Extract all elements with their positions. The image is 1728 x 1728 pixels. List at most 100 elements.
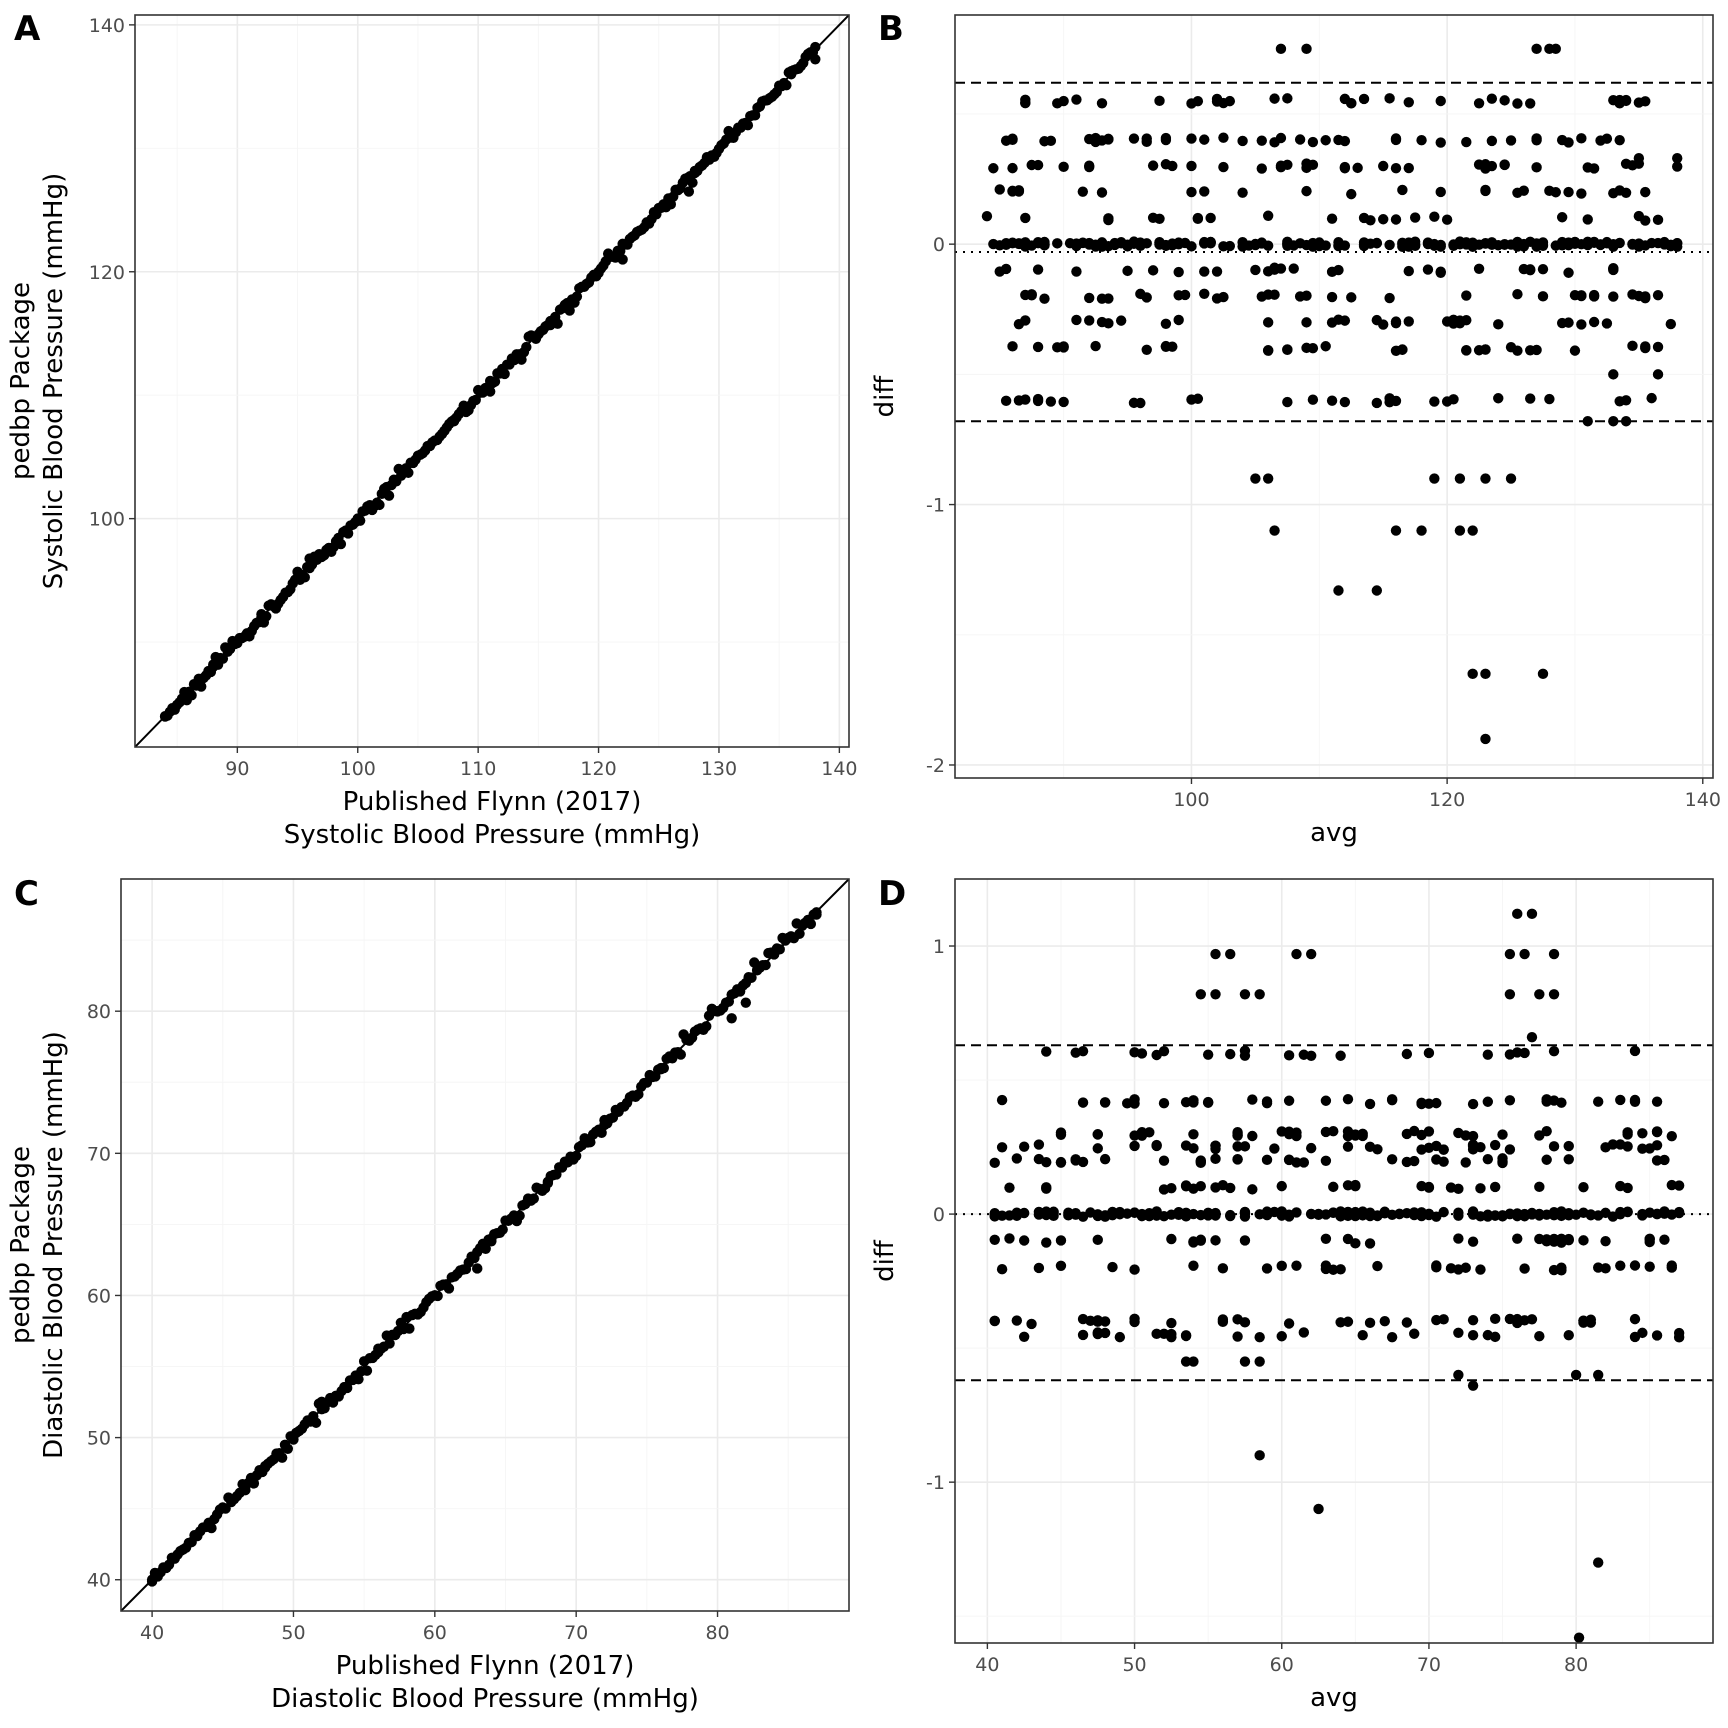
data-point [1301, 43, 1312, 55]
data-point [1099, 1097, 1111, 1108]
data-point [1569, 345, 1581, 356]
data-point [1239, 1235, 1251, 1246]
data-point [1096, 316, 1108, 328]
data-point [1261, 1097, 1273, 1109]
data-point [1505, 473, 1517, 484]
data-point [989, 1315, 1000, 1327]
data-point [1195, 1209, 1206, 1221]
data-point [1276, 1209, 1287, 1220]
y-tick-label: 60 [87, 1285, 111, 1307]
data-point [1499, 159, 1510, 170]
data-point [1320, 341, 1331, 352]
data-point [1364, 1317, 1376, 1329]
data-point [1283, 1095, 1295, 1106]
data-point [1339, 396, 1351, 408]
data-point [1460, 1262, 1471, 1273]
data-point [486, 1233, 497, 1244]
data-point [1431, 1260, 1442, 1271]
data-point [1652, 341, 1664, 353]
data-point [1346, 188, 1357, 200]
data-point [1004, 1233, 1015, 1244]
data-point [1582, 162, 1593, 173]
data-point [1328, 1181, 1339, 1193]
data-point [1640, 215, 1651, 226]
data-point [1453, 1233, 1464, 1244]
data-point [1445, 1182, 1457, 1193]
data-point [1482, 1211, 1494, 1222]
data-point [1033, 1262, 1045, 1274]
data-point [1615, 1180, 1626, 1192]
data-point [1147, 160, 1159, 171]
panel-tag: C [14, 874, 39, 914]
data-point [1301, 185, 1312, 197]
data-point [1210, 948, 1221, 960]
data-point [994, 184, 1005, 195]
data-point [1188, 1097, 1199, 1108]
data-point [1441, 316, 1453, 327]
data-point [1371, 585, 1383, 596]
data-point [1147, 265, 1159, 276]
y-axis-title: pedbp Package [6, 1146, 36, 1344]
data-point [1592, 1557, 1604, 1568]
data-point [1071, 240, 1082, 252]
data-point [1460, 1157, 1471, 1168]
data-point [1239, 1356, 1251, 1367]
data-point [1505, 135, 1517, 146]
data-point [1378, 214, 1389, 225]
y-tick-label: 0 [933, 234, 945, 256]
data-point [805, 918, 817, 930]
data-point [1563, 1329, 1574, 1341]
data-point [810, 54, 821, 65]
x-axis-title: Published Flynn (2017) [336, 1651, 635, 1681]
data-point [1018, 1207, 1030, 1219]
data-point [1556, 240, 1568, 251]
data-point [310, 1417, 322, 1428]
data-point [1665, 318, 1677, 330]
data-point [1033, 1139, 1045, 1150]
data-point [1473, 98, 1485, 109]
data-point [1615, 1139, 1626, 1150]
data-point [335, 538, 347, 550]
x-tick-label: 40 [975, 1654, 999, 1676]
points [159, 41, 821, 722]
data-point [186, 690, 197, 701]
data-point [1346, 97, 1357, 109]
data-point [1305, 948, 1317, 960]
data-point [1199, 186, 1210, 197]
data-point [1294, 291, 1306, 302]
data-point [1403, 265, 1414, 277]
data-point [1225, 1182, 1236, 1194]
data-point [1007, 134, 1018, 146]
data-point [1350, 1129, 1361, 1140]
data-point [1339, 161, 1351, 173]
data-point [1276, 1331, 1287, 1342]
data-point [528, 1193, 539, 1204]
data-point [687, 177, 698, 188]
data-point [1493, 393, 1504, 404]
data-point [1534, 1181, 1545, 1193]
grid [121, 879, 849, 1611]
data-point [1409, 212, 1421, 223]
data-point [1519, 1047, 1530, 1059]
data-point [1386, 1154, 1398, 1165]
data-point [564, 305, 575, 316]
data-point [1210, 1153, 1221, 1165]
data-point [1210, 1182, 1221, 1193]
data-point [1409, 1155, 1420, 1167]
data-point [1576, 238, 1587, 250]
data-point [373, 1347, 384, 1358]
data-point [1077, 1329, 1089, 1341]
data-point [1026, 159, 1037, 171]
panel-border [954, 878, 1714, 1644]
data-point [1563, 1233, 1574, 1245]
data-point [1576, 133, 1587, 144]
data-point [304, 562, 315, 574]
data-point [1085, 1207, 1096, 1218]
data-point [1320, 1260, 1332, 1271]
data-point [1011, 1153, 1023, 1164]
data-point [1217, 1316, 1229, 1328]
data-point [1537, 291, 1549, 302]
data-point [1512, 288, 1523, 300]
data-point [1320, 135, 1331, 146]
data-point [1629, 1313, 1641, 1325]
